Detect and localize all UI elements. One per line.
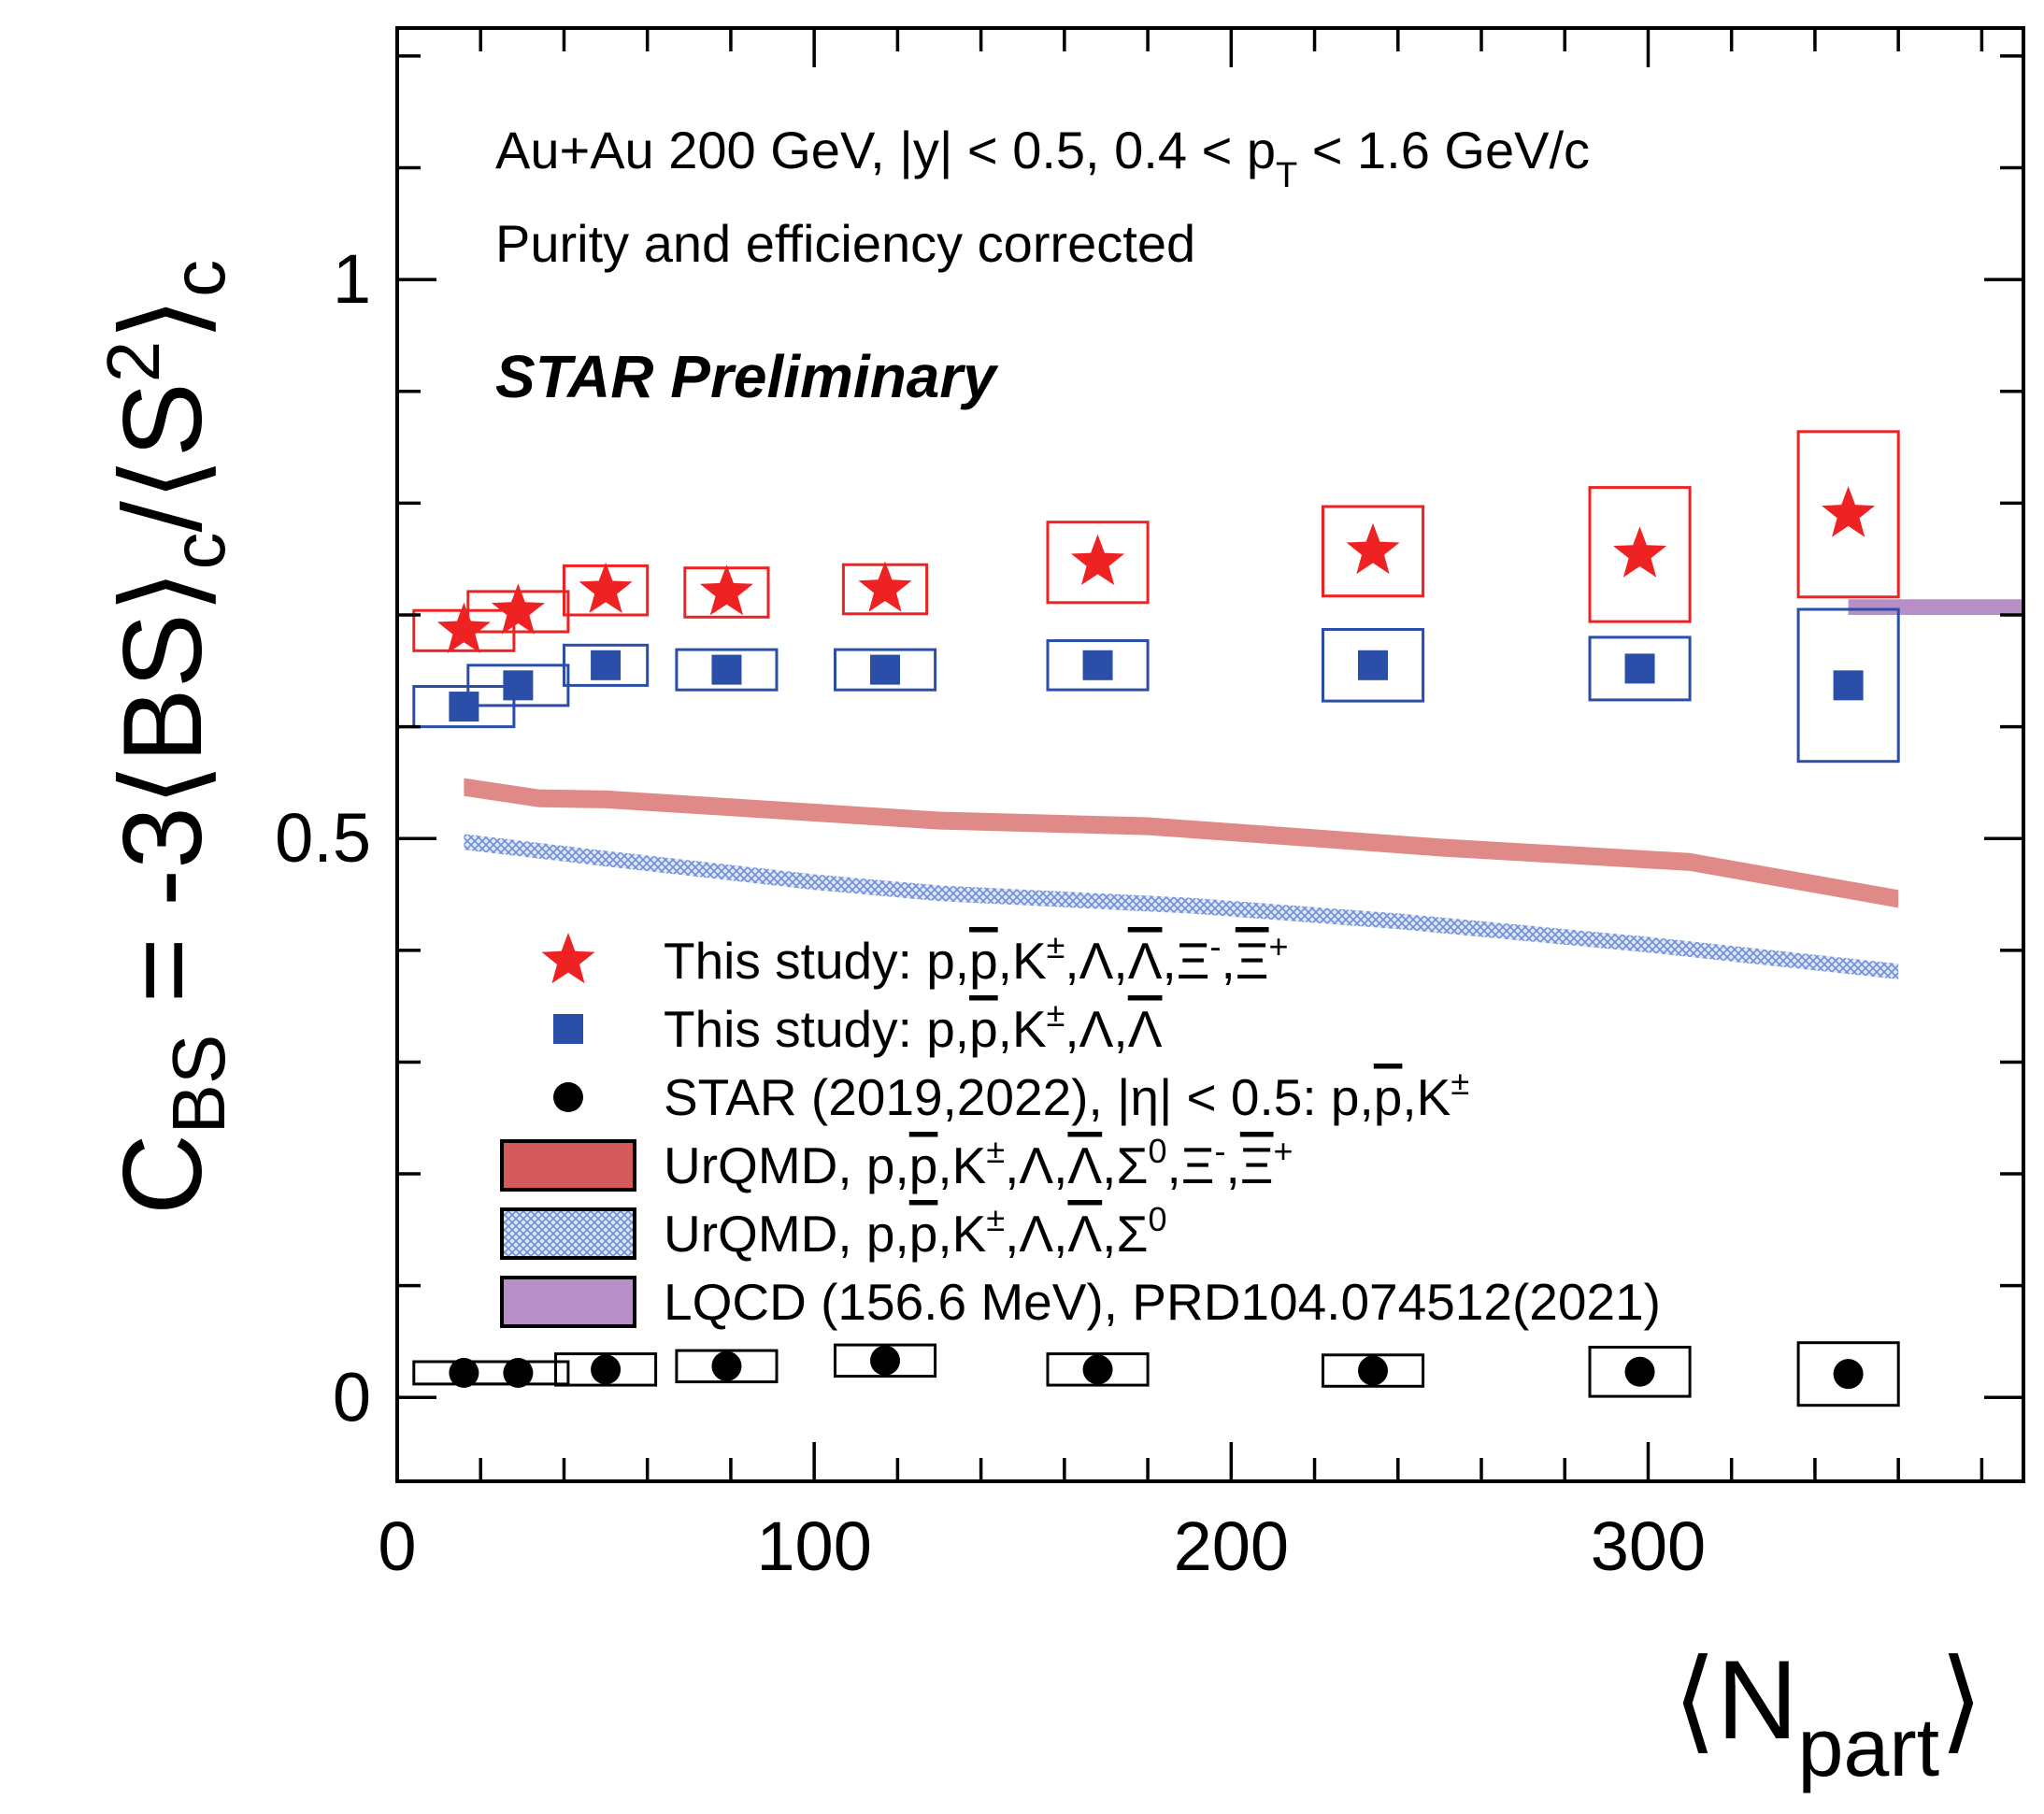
sys-box-2-4 xyxy=(834,1343,937,1378)
circle-point-5 xyxy=(1082,1354,1113,1385)
legend: This study: p,p,K±​,Λ,Λ,Ξ-​,Ξ+This study… xyxy=(500,927,1661,1331)
annotation-correction: Purity and efficiency corrected xyxy=(495,214,1195,273)
legend-square-marker xyxy=(553,1014,583,1044)
legend-label-1: This study: p,p,K±​,Λ,Λ xyxy=(664,995,1163,1058)
series-band-5 xyxy=(1848,599,2023,615)
legend-item-4: UrQMD, p,p,K±​,Λ,Λ,Σ0​ xyxy=(500,1200,1166,1263)
sys-box-2-5 xyxy=(1046,1352,1150,1387)
sys-box-1-6 xyxy=(1322,628,1425,703)
square-point-6 xyxy=(1358,650,1388,680)
sys-box-0-5 xyxy=(1046,521,1150,605)
legend-label-4: UrQMD, p,p,K±​,Λ,Λ,Σ0​ xyxy=(664,1200,1166,1263)
legend-label-0: This study: p,p,K±​,Λ,Λ,Ξ-​,Ξ+ xyxy=(664,927,1289,990)
x-axis-title: ⟨Npart⟩ xyxy=(1673,1637,1983,1793)
series-band-4 xyxy=(464,834,1899,979)
legend-label-5: LQCD (156.6 MeV), PRD104.074512(2021) xyxy=(664,1273,1661,1331)
x-tick-label-3: 300 xyxy=(1591,1507,1706,1585)
star-point-8 xyxy=(1822,486,1876,537)
sys-box-0-7 xyxy=(1588,486,1692,623)
x-tick-label-1: 100 xyxy=(756,1507,871,1585)
star-point-3 xyxy=(699,564,753,616)
square-point-3 xyxy=(711,654,742,685)
star-point-1 xyxy=(491,583,545,635)
x-tick-label-2: 200 xyxy=(1174,1507,1289,1585)
circle-point-0 xyxy=(449,1357,479,1388)
legend-band-marker xyxy=(500,1276,636,1328)
circle-point-8 xyxy=(1833,1359,1864,1390)
square-point-2 xyxy=(591,650,622,680)
circle-point-3 xyxy=(711,1350,742,1381)
sys-box-0-8 xyxy=(1796,430,1900,599)
legend-hatch-marker xyxy=(500,1207,636,1260)
star-point-5 xyxy=(1071,534,1125,585)
circle-point-2 xyxy=(591,1354,622,1385)
y-tick-label-1: 0.5 xyxy=(275,799,371,877)
legend-item-0: This study: p,p,K±​,Λ,Λ,Ξ-​,Ξ+ xyxy=(541,927,1289,990)
star-point-0 xyxy=(436,602,491,653)
legend-item-1: This study: p,p,K±​,Λ,Λ xyxy=(553,995,1163,1058)
annotation-collision: Au+Au 200 GeV, |y| < 0.5, 0.4 < pT < 1.6… xyxy=(495,121,1590,195)
circle-point-7 xyxy=(1624,1356,1655,1387)
sys-box-0-6 xyxy=(1322,505,1425,598)
sys-box-1-7 xyxy=(1588,636,1692,702)
series-band-3 xyxy=(464,778,1899,908)
legend-star-marker xyxy=(541,933,595,984)
circle-point-1 xyxy=(503,1357,534,1388)
annotation-preliminary: STAR Preliminary xyxy=(495,343,999,410)
square-point-4 xyxy=(870,654,900,685)
circle-point-4 xyxy=(870,1345,900,1376)
star-point-4 xyxy=(858,561,912,612)
y-axis-title: CBS = -3⟨BS⟩c/⟨S2⟩c xyxy=(92,260,240,1215)
legend-band-marker xyxy=(500,1139,636,1192)
y-tick-label-0: 0 xyxy=(333,1358,371,1435)
legend-item-3: UrQMD, p,p,K±​,Λ,Λ,Σ0​,Ξ-​,Ξ+ xyxy=(500,1132,1294,1194)
square-point-5 xyxy=(1082,650,1113,680)
sys-box-2-6 xyxy=(1322,1353,1425,1388)
legend-label-3: UrQMD, p,p,K±​,Λ,Λ,Σ0​,Ξ-​,Ξ+ xyxy=(664,1132,1294,1194)
circle-point-6 xyxy=(1358,1355,1388,1386)
legend-item-2: STAR (2019,2022), |η| < 0.5: p,p,K±​ xyxy=(553,1064,1469,1126)
star-point-7 xyxy=(1613,526,1667,578)
square-point-1 xyxy=(503,670,534,701)
x-tick-label-0: 0 xyxy=(378,1507,416,1585)
plot-area xyxy=(412,430,2023,1407)
legend-label-2: STAR (2019,2022), |η| < 0.5: p,p,K±​ xyxy=(664,1064,1469,1126)
sys-box-2-7 xyxy=(1588,1346,1692,1398)
square-point-8 xyxy=(1833,670,1864,701)
legend-circle-marker xyxy=(553,1082,583,1112)
star-point-6 xyxy=(1346,522,1400,575)
plot-frame xyxy=(395,26,2025,1483)
sys-box-1-4 xyxy=(834,648,937,692)
sys-box-1-3 xyxy=(675,648,779,692)
sys-box-2-8 xyxy=(1796,1341,1900,1407)
star-point-2 xyxy=(579,562,633,613)
axes: 0 0.5 1 0 100 200 300 xyxy=(275,26,2025,1585)
legend-item-5: LQCD (156.6 MeV), PRD104.074512(2021) xyxy=(500,1273,1661,1331)
y-tick-label-2: 1 xyxy=(333,240,371,318)
sys-box-2-2 xyxy=(554,1352,658,1387)
sys-box-1-2 xyxy=(563,643,650,687)
sys-box-1-8 xyxy=(1796,607,1900,764)
sys-box-1-5 xyxy=(1046,639,1150,692)
square-point-7 xyxy=(1624,653,1655,684)
sys-box-2-3 xyxy=(675,1349,779,1384)
